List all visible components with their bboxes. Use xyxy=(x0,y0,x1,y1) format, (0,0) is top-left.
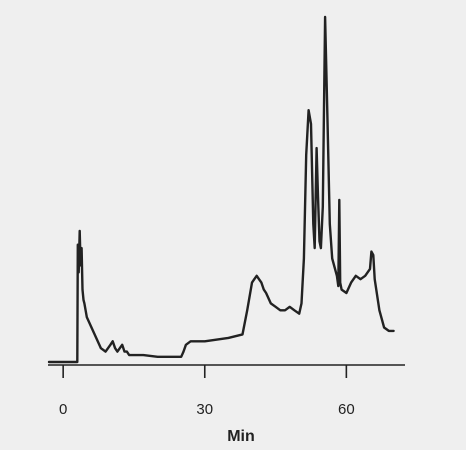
x-tick-label: 60 xyxy=(338,401,355,418)
chromatogram-trace xyxy=(47,15,395,364)
x-axis-tick-labels: 0 30 60 xyxy=(59,401,355,418)
x-axis: 0 30 60 xyxy=(48,364,405,418)
plot-area xyxy=(47,15,395,364)
x-axis-ticks xyxy=(62,365,348,378)
x-tick-label: 0 xyxy=(59,401,67,418)
x-axis-title: Min xyxy=(227,428,255,445)
x-tick-label: 30 xyxy=(196,401,213,418)
